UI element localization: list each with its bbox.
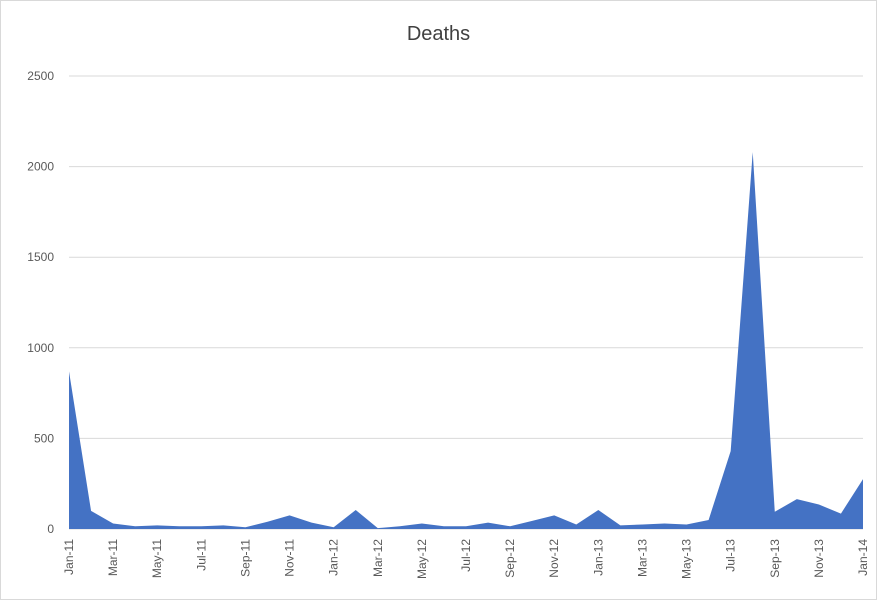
x-tick-label-Jan-13: Jan-13 xyxy=(591,539,605,576)
y-tick-label-2500: 2500 xyxy=(27,69,54,83)
x-tick-label-May-12: May-12 xyxy=(415,539,429,579)
x-tick-label-Nov-12: Nov-12 xyxy=(547,539,561,578)
x-tick-label-Mar-11: Mar-11 xyxy=(106,539,120,576)
x-tick-label-Jul-13: Jul-13 xyxy=(724,539,738,572)
chart-title: Deaths xyxy=(406,23,471,45)
x-tick-label-Jan-14: Jan-14 xyxy=(856,539,870,576)
x-tick-label-Jan-11: Jan-11 xyxy=(62,539,76,575)
y-tick-label-1500: 1500 xyxy=(27,250,54,264)
x-tick-label-Sep-11: Sep-11 xyxy=(238,539,252,577)
x-tick-label-Nov-13: Nov-13 xyxy=(812,539,826,578)
deaths-area xyxy=(69,152,863,529)
x-tick-label-Jul-12: Jul-12 xyxy=(459,539,473,572)
x-tick-label-Jan-12: Jan-12 xyxy=(327,539,341,576)
x-tick-label-Nov-11: Nov-11 xyxy=(283,539,297,577)
y-tick-label-0: 0 xyxy=(47,522,54,536)
x-tick-label-Mar-12: Mar-12 xyxy=(371,539,385,577)
x-tick-label-Jul-11: Jul-11 xyxy=(194,539,208,571)
x-tick-label-May-13: May-13 xyxy=(680,539,694,579)
y-tick-label-2000: 2000 xyxy=(27,160,54,174)
x-tick-label-Sep-13: Sep-13 xyxy=(768,539,782,578)
x-tick-label-May-11: May-11 xyxy=(150,539,164,578)
x-tick-label-Mar-13: Mar-13 xyxy=(635,539,649,577)
y-tick-label-500: 500 xyxy=(34,431,54,445)
x-tick-label-Sep-12: Sep-12 xyxy=(503,539,517,578)
y-tick-label-1000: 1000 xyxy=(27,341,54,355)
